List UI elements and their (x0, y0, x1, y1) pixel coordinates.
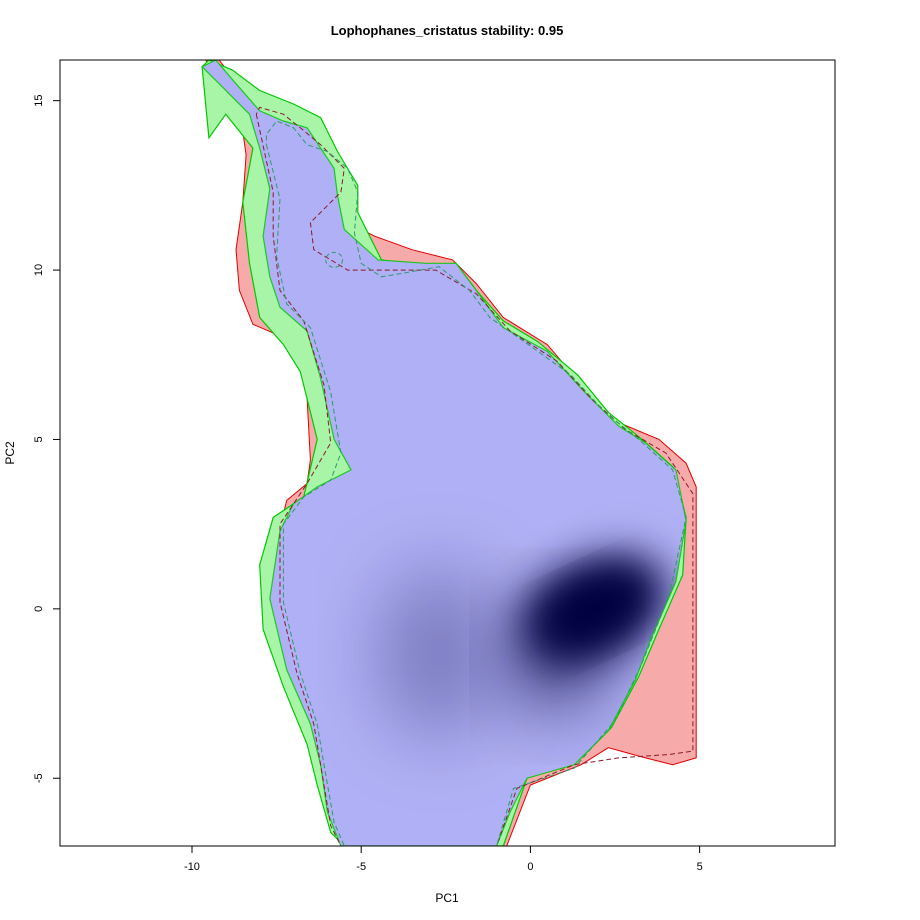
x-tick-label: -10 (184, 861, 200, 873)
y-tick-label: 0 (33, 606, 45, 612)
y-axis: -5 0 5 10 15 (33, 95, 61, 783)
y-tick-label: 5 (33, 436, 45, 442)
plot-area (201, 60, 697, 846)
density-peak (546, 576, 644, 642)
stable-outline (201, 60, 687, 846)
density-core-2 (378, 568, 500, 738)
x-tick-label: 0 (527, 861, 533, 873)
density-peak-group (546, 576, 644, 642)
y-tick-label: -5 (33, 773, 45, 783)
density-shading (378, 555, 666, 738)
x-tick-label: -5 (356, 861, 366, 873)
y-tick-label: 10 (33, 264, 45, 276)
y-tick-label: 15 (33, 95, 45, 107)
x-axis-title: PC1 (435, 891, 459, 905)
contour-line-red (255, 106, 694, 846)
x-tick-label: 5 (697, 861, 703, 873)
density-core-group-2 (378, 568, 500, 738)
chart-title: Lophophanes_cristatus stability: 0.95 (331, 23, 564, 38)
contour-loop-green (325, 251, 344, 268)
y-axis-title: PC2 (3, 441, 17, 465)
contour-line-green (265, 120, 687, 846)
x-axis: -10 -5 0 5 (184, 845, 703, 873)
